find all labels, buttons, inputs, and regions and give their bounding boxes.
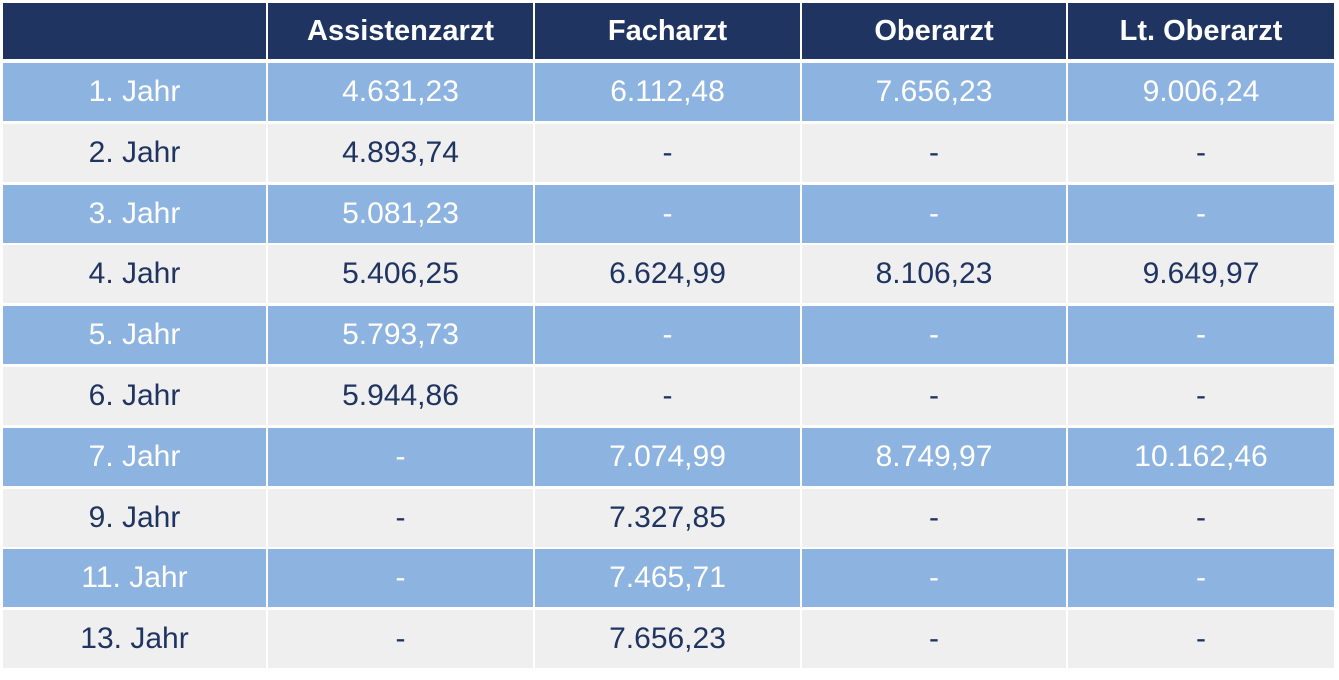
table-cell: 5.406,25 (268, 245, 533, 303)
row-label: 13. Jahr (3, 610, 266, 668)
column-header: Facharzt (535, 3, 800, 59)
row-label: 2. Jahr (3, 124, 266, 182)
table-cell: - (535, 367, 800, 425)
table-cell: 7.074,99 (535, 428, 800, 486)
table-cell: 7.465,71 (535, 549, 800, 607)
table-cell: - (268, 428, 533, 486)
table-cell: - (802, 367, 1066, 425)
table-cell: 7.656,23 (535, 610, 800, 668)
column-header: Lt. Oberarzt (1068, 3, 1334, 59)
row-label: 7. Jahr (3, 428, 266, 486)
table-cell: - (802, 124, 1066, 182)
table-cell: - (1068, 124, 1334, 182)
table-cell: 4.893,74 (268, 124, 533, 182)
row-label: 1. Jahr (3, 63, 266, 121)
row-label: 6. Jahr (3, 367, 266, 425)
table-cell: - (268, 549, 533, 607)
row-label: 9. Jahr (3, 489, 266, 547)
row-label: 4. Jahr (3, 245, 266, 303)
table-cell: 7.327,85 (535, 489, 800, 547)
table-cell: 8.749,97 (802, 428, 1066, 486)
table-cell: - (1068, 549, 1334, 607)
table-cell: - (802, 610, 1066, 668)
row-label: 11. Jahr (3, 549, 266, 607)
column-header: Assistenzarzt (268, 3, 533, 59)
table-cell: - (802, 185, 1066, 243)
table-cell: - (535, 185, 800, 243)
table-cell: - (802, 549, 1066, 607)
table-cell: - (802, 489, 1066, 547)
table-cell: - (268, 610, 533, 668)
table-cell: - (1068, 367, 1334, 425)
table-cell: 5.793,73 (268, 306, 533, 364)
table-cell: - (1068, 610, 1334, 668)
table-cell: - (1068, 306, 1334, 364)
row-label: 3. Jahr (3, 185, 266, 243)
table-cell: 9.006,24 (1068, 63, 1334, 121)
table-cell: - (1068, 185, 1334, 243)
table-cell: - (535, 306, 800, 364)
table-cell: 4.631,23 (268, 63, 533, 121)
table-cell: 6.624,99 (535, 245, 800, 303)
table-cell: 5.081,23 (268, 185, 533, 243)
header-corner (3, 3, 266, 59)
table-cell: - (802, 306, 1066, 364)
table-cell: 9.649,97 (1068, 245, 1334, 303)
table-cell: - (535, 124, 800, 182)
table-cell: 8.106,23 (802, 245, 1066, 303)
table-cell: 5.944,86 (268, 367, 533, 425)
table-cell: - (268, 489, 533, 547)
table-cell: 7.656,23 (802, 63, 1066, 121)
table-cell: 10.162,46 (1068, 428, 1334, 486)
row-label: 5. Jahr (3, 306, 266, 364)
column-header: Oberarzt (802, 3, 1066, 59)
table-cell: 6.112,48 (535, 63, 800, 121)
table-cell: - (1068, 489, 1334, 547)
